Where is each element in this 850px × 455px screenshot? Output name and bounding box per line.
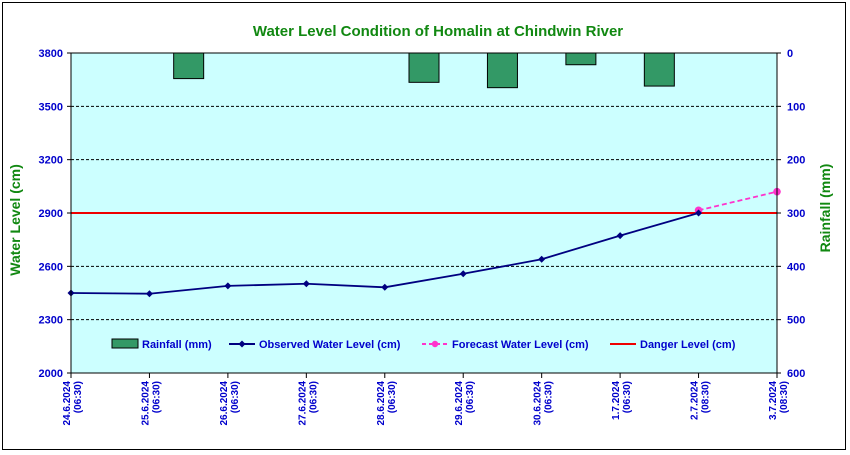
x-tick-date: 26.6.2024: [219, 381, 230, 426]
rainfall-bar: [173, 52, 205, 80]
x-tick-date: 29.6.2024: [454, 381, 465, 426]
observed-point: [459, 270, 467, 278]
x-tick-time: (06:30): [73, 381, 84, 413]
x-tick-time: (06:30): [544, 381, 555, 413]
x-tick-date: 25.6.2024: [140, 381, 151, 426]
x-tick-label: 27.6.2024 (06:30): [297, 381, 319, 426]
x-tick-date: 27.6.2024: [297, 381, 308, 426]
y-tick-label: 3500: [39, 101, 63, 113]
y2-tick-label: 200: [787, 155, 805, 167]
x-tick-label: 26.6.2024 (06:30): [219, 381, 241, 426]
observed-point: [695, 209, 703, 217]
y-tick-label: 2000: [39, 368, 63, 380]
legend: Rainfall (mm) Observed Water Level (cm) Fo…: [111, 338, 736, 351]
x-tick-date: 1.7.2024: [611, 381, 622, 420]
x-tick-label: 30.6.2024 (06:30): [533, 381, 555, 426]
y-axis-title-right: Rainfall (mm): [817, 164, 833, 253]
observed-point: [145, 290, 153, 298]
rainfall-bar: [643, 52, 675, 87]
x-tick-label: 3.7.2024 (08:30): [768, 381, 790, 420]
x-tick-date: 2.7.2024: [690, 381, 701, 420]
y2-tick-label: 600: [787, 368, 805, 380]
legend-rainfall-swatch: [111, 338, 139, 349]
x-tick-date: 24.6.2024: [62, 381, 73, 426]
forecast-water-level-line: [698, 190, 778, 212]
legend-forecast-marker: [431, 340, 439, 348]
chart-title: Water Level Condition of Homalin at Chin…: [253, 23, 623, 40]
x-tick-time: (06:30): [465, 381, 476, 413]
x-tick-time: (06:30): [308, 381, 319, 413]
observed-point: [381, 283, 389, 291]
x-tick-time: (06:30): [387, 381, 398, 413]
y-tick-label: 2300: [39, 315, 63, 327]
y-axis-title-left: Water Level (cm): [7, 164, 23, 276]
rainfall-bar: [408, 52, 440, 83]
x-tick-time: (08:30): [701, 381, 712, 413]
y-tick-label: 3800: [39, 48, 63, 60]
x-tick-label: 1.7.2024 (06:30): [611, 381, 633, 420]
observed-point: [616, 232, 624, 240]
x-tick-date: 3.7.2024: [768, 381, 779, 420]
legend-forecast-label: Forecast Water Level (cm): [452, 339, 589, 351]
x-tick-time: (08:30): [779, 381, 790, 413]
observed-point: [538, 255, 546, 263]
y2-tick-label: 400: [787, 261, 805, 273]
rainfall-bar: [565, 52, 597, 66]
x-tick-date: 30.6.2024: [533, 381, 544, 426]
x-tick-label: 24.6.2024 (06:30): [62, 381, 84, 426]
observed-point: [302, 280, 310, 288]
y2-tick-label: 500: [787, 315, 805, 327]
x-tick-label: 29.6.2024 (06:30): [454, 381, 476, 426]
y2-tick-label: 0: [787, 48, 793, 60]
y2-tick-label: 100: [787, 101, 805, 113]
x-tick-time: (06:30): [151, 381, 162, 413]
legend-observed-label: Observed Water Level (cm): [259, 339, 401, 351]
y-tick-label: 2900: [39, 208, 63, 220]
legend-danger-label: Danger Level (cm): [640, 339, 736, 351]
observed-point: [224, 282, 232, 290]
x-tick-label: 25.6.2024 (06:30): [140, 381, 162, 426]
x-tick-date: 28.6.2024: [376, 381, 387, 426]
rainfall-bar: [486, 52, 518, 89]
legend-observed-marker: [238, 340, 246, 348]
x-tick-label: 2.7.2024 (08:30): [690, 381, 712, 420]
legend-rainfall-label: Rainfall (mm): [142, 339, 212, 351]
x-tick-time: (06:30): [622, 381, 633, 413]
x-tick-label: 28.6.2024 (06:30): [376, 381, 398, 426]
y-tick-label: 3200: [39, 155, 63, 167]
x-tick-time: (06:30): [230, 381, 241, 413]
y2-tick-label: 300: [787, 208, 805, 220]
y-tick-label: 2600: [39, 261, 63, 273]
